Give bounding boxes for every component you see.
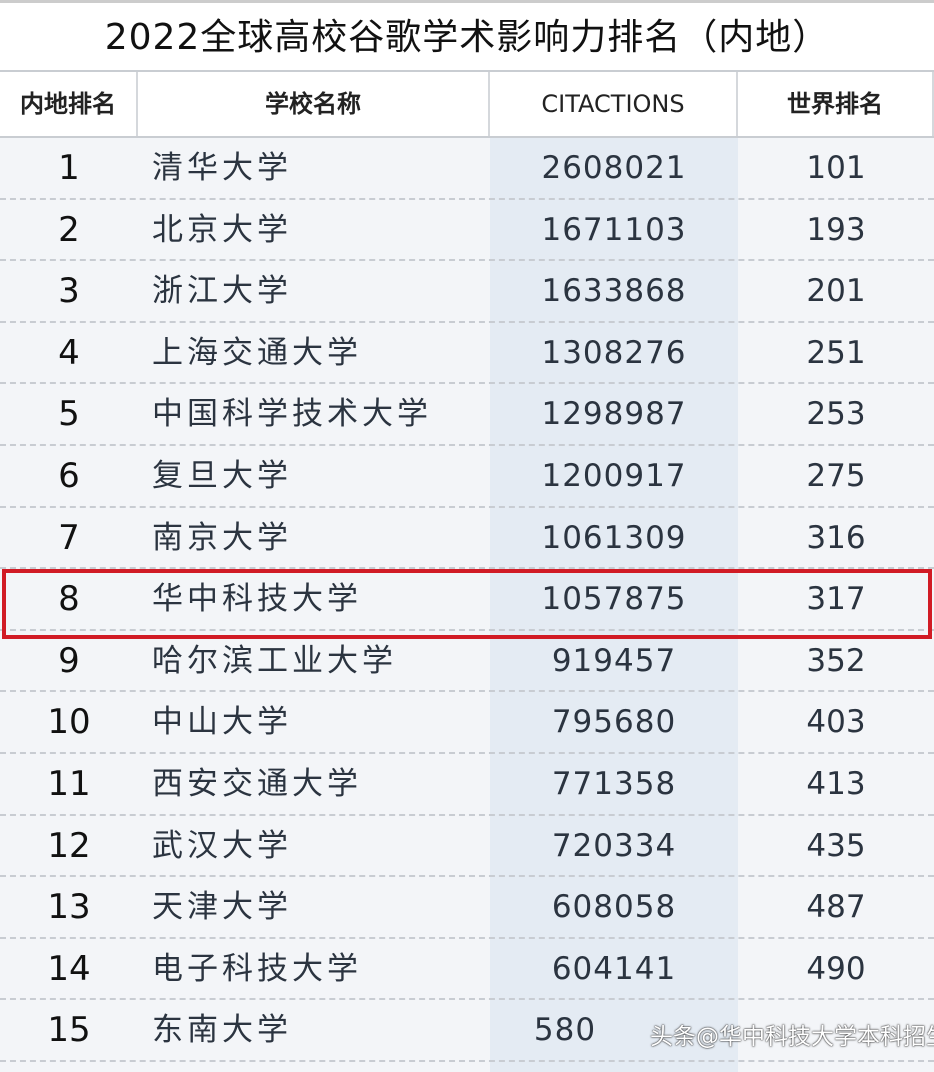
citations-cell: 1671103 xyxy=(541,211,687,248)
citations-cell: 771358 xyxy=(551,766,677,802)
school-name-cell: 浙江大学 xyxy=(152,273,292,310)
citations-cell: 1633868 xyxy=(541,273,687,310)
school-name-cell: 北京大学 xyxy=(152,211,292,248)
school-name-cell: 中国科学技术大学 xyxy=(152,396,432,433)
school-name-cell: 清华大学 xyxy=(152,150,292,186)
citations-cell: 608058 xyxy=(551,889,677,926)
citations-column-band xyxy=(490,138,738,1072)
world-rank-cell: 413 xyxy=(806,766,866,802)
watermark: 头条@华中科技大学本科招生 xyxy=(650,1024,934,1050)
rank-cell: 11 xyxy=(47,764,91,804)
world-rank-cell: 490 xyxy=(806,950,866,987)
world-rank-cell: 193 xyxy=(806,211,866,248)
school-name-cell: 复旦大学 xyxy=(152,458,292,494)
world-rank-cell: 275 xyxy=(806,458,866,494)
citations-cell: 720334 xyxy=(551,827,677,864)
citations-cell: 1298987 xyxy=(541,396,687,433)
rank-cell: 7 xyxy=(58,517,80,558)
table-row: 6 复旦大学 1200917 275 xyxy=(0,446,934,508)
world-rank-cell: 403 xyxy=(806,704,866,741)
school-name-cell: 西安交通大学 xyxy=(152,766,362,802)
world-rank-cell: 487 xyxy=(806,889,866,926)
world-rank-cell: 317 xyxy=(806,581,866,618)
header-school-name: 学校名称 xyxy=(138,72,490,136)
table-row: 8 华中科技大学 1057875 317 xyxy=(0,569,934,631)
table-row: 4 上海交通大学 1308276 251 xyxy=(0,323,934,385)
citations-cell: 795680 xyxy=(551,704,677,741)
school-name-cell: 哈尔滨工业大学 xyxy=(152,642,397,679)
table-row: 5 中国科学技术大学 1298987 253 xyxy=(0,384,934,446)
school-name-cell: 南京大学 xyxy=(152,519,292,556)
table-header: 内地排名 学校名称 CITACTIONS 世界排名 xyxy=(0,72,934,138)
world-rank-cell: 352 xyxy=(806,642,866,679)
table-row: 14 电子科技大学 604141 490 xyxy=(0,939,934,1001)
table-row: 1 清华大学 2608021 101 xyxy=(0,138,934,200)
citations-cell: 919457 xyxy=(551,642,677,679)
rank-cell: 15 xyxy=(47,1010,91,1051)
rank-cell: 5 xyxy=(58,394,80,435)
school-name-cell: 华中科技大学 xyxy=(152,581,362,618)
school-name-cell: 上海交通大学 xyxy=(152,334,362,371)
world-rank-cell: 316 xyxy=(806,519,866,556)
header-domestic-rank: 内地排名 xyxy=(0,72,138,136)
rank-cell: 12 xyxy=(47,825,91,866)
rank-cell: 1 xyxy=(58,148,80,188)
citations-cell: 2608021 xyxy=(541,150,687,186)
school-name-cell: 天津大学 xyxy=(152,889,292,926)
table-row: 13 天津大学 608058 487 xyxy=(0,877,934,939)
citations-cell: 1200917 xyxy=(541,458,687,494)
highlight-box xyxy=(2,569,932,639)
school-name-cell: 东南大学 xyxy=(152,1012,292,1049)
rank-cell: 4 xyxy=(58,332,80,373)
table-row: 12 武汉大学 720334 435 xyxy=(0,816,934,878)
world-rank-cell: 201 xyxy=(806,273,866,310)
world-rank-cell: 251 xyxy=(806,334,866,371)
table-row: 2 北京大学 1671103 193 xyxy=(0,200,934,262)
table-row: 9 哈尔滨工业大学 919457 352 xyxy=(0,631,934,693)
rank-cell: 13 xyxy=(47,887,91,928)
world-rank-cell: 253 xyxy=(806,396,866,433)
school-name-cell: 武汉大学 xyxy=(152,827,292,864)
rank-cell: 10 xyxy=(47,702,91,743)
header-world-rank: 世界排名 xyxy=(738,72,934,136)
citations-cell: 1057875 xyxy=(541,581,687,618)
table-row: 11 西安交通大学 771358 413 xyxy=(0,754,934,816)
school-name-cell: 中山大学 xyxy=(152,704,292,741)
table-row: 7 南京大学 1061309 316 xyxy=(0,508,934,570)
table-row: 3 浙江大学 1633868 201 xyxy=(0,261,934,323)
citations-cell: 1308276 xyxy=(541,334,687,371)
table-row: 15 东南大学 580 xyxy=(0,1000,934,1062)
rank-cell: 9 xyxy=(58,640,80,681)
world-rank-cell: 101 xyxy=(806,150,866,186)
school-name-cell: 电子科技大学 xyxy=(152,950,362,987)
citations-cell: 604141 xyxy=(551,950,677,987)
table-title: 2022全球高校谷歌学术影响力排名（内地） xyxy=(0,0,934,72)
rank-cell: 14 xyxy=(47,948,91,989)
citations-cell: 1061309 xyxy=(541,519,687,556)
rank-cell: 6 xyxy=(58,456,80,496)
header-citations: CITACTIONS xyxy=(490,72,738,136)
citations-cell: 580 xyxy=(533,1012,597,1049)
rank-cell: 3 xyxy=(58,271,80,312)
table-row: 10 中山大学 795680 403 xyxy=(0,692,934,754)
rank-cell: 2 xyxy=(58,209,80,250)
rank-cell: 8 xyxy=(58,579,80,620)
world-rank-cell: 435 xyxy=(806,827,866,864)
